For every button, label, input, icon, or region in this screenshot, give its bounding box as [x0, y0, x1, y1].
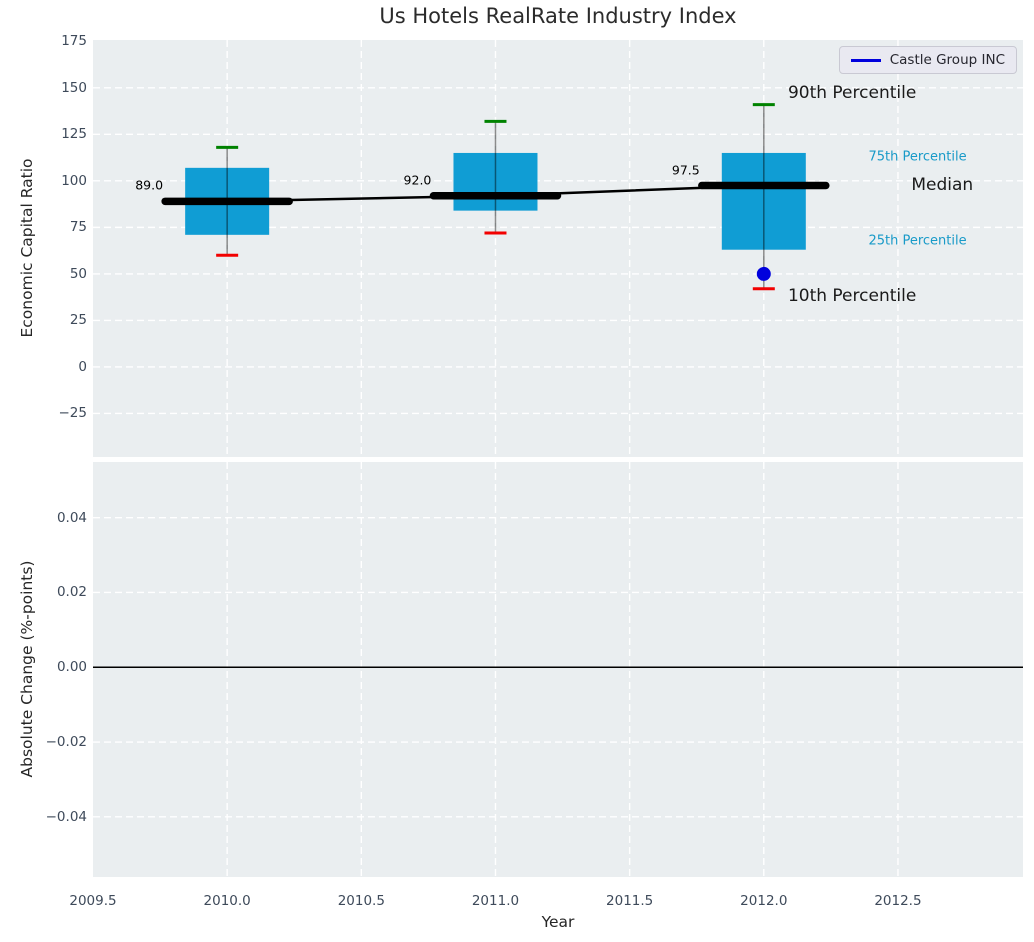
annotation-median: Median [911, 175, 973, 195]
x-tick-label: 2012.5 [874, 893, 921, 909]
y-tick-label-top: −25 [32, 405, 87, 421]
legend: Castle Group INC [839, 46, 1017, 74]
y-tick-label-top: 175 [32, 33, 87, 49]
x-tick-label: 2010.0 [204, 893, 251, 909]
y-tick-label-bottom: −0.04 [32, 809, 87, 825]
chart-title: Us Hotels RealRate Industry Index [93, 4, 1023, 28]
company-point [757, 267, 771, 281]
annotation-75th-percentile: 75th Percentile [868, 149, 966, 164]
median-value-label-2012: 97.5 [672, 162, 700, 177]
y-tick-label-top: 25 [32, 312, 87, 328]
y-tick-label-top: 75 [32, 219, 87, 235]
annotation-10th-percentile: 10th Percentile [788, 286, 916, 306]
legend-line-icon [851, 59, 881, 62]
x-tick-label: 2012.0 [740, 893, 787, 909]
y-tick-label-top: 50 [32, 266, 87, 282]
annotation-90th-percentile: 90th Percentile [788, 83, 916, 103]
bottom-plot-canvas [93, 462, 1023, 877]
y-tick-label-top: 125 [32, 126, 87, 142]
legend-label: Castle Group INC [890, 52, 1005, 68]
y-tick-label-bottom: 0.04 [32, 510, 87, 526]
y-tick-label-top: 150 [32, 80, 87, 96]
median-value-label-2010: 89.0 [135, 178, 163, 193]
x-tick-label: 2009.5 [69, 893, 116, 909]
y-tick-label-bottom: 0.02 [32, 584, 87, 600]
x-tick-label: 2010.5 [338, 893, 385, 909]
y-tick-label-bottom: −0.02 [32, 734, 87, 750]
y-tick-label-top: 0 [32, 359, 87, 375]
figure: Us Hotels RealRate Industry Index Econom… [0, 0, 1034, 942]
bottom-axes-absolute-change [93, 462, 1023, 877]
x-tick-label: 2011.0 [472, 893, 519, 909]
annotation-25th-percentile: 25th Percentile [868, 234, 966, 249]
x-tick-label: 2011.5 [606, 893, 653, 909]
x-axis-label: Year [93, 913, 1023, 931]
y-tick-label-bottom: 0.00 [32, 659, 87, 675]
median-value-label-2011: 92.0 [404, 172, 432, 187]
y-tick-label-top: 100 [32, 173, 87, 189]
